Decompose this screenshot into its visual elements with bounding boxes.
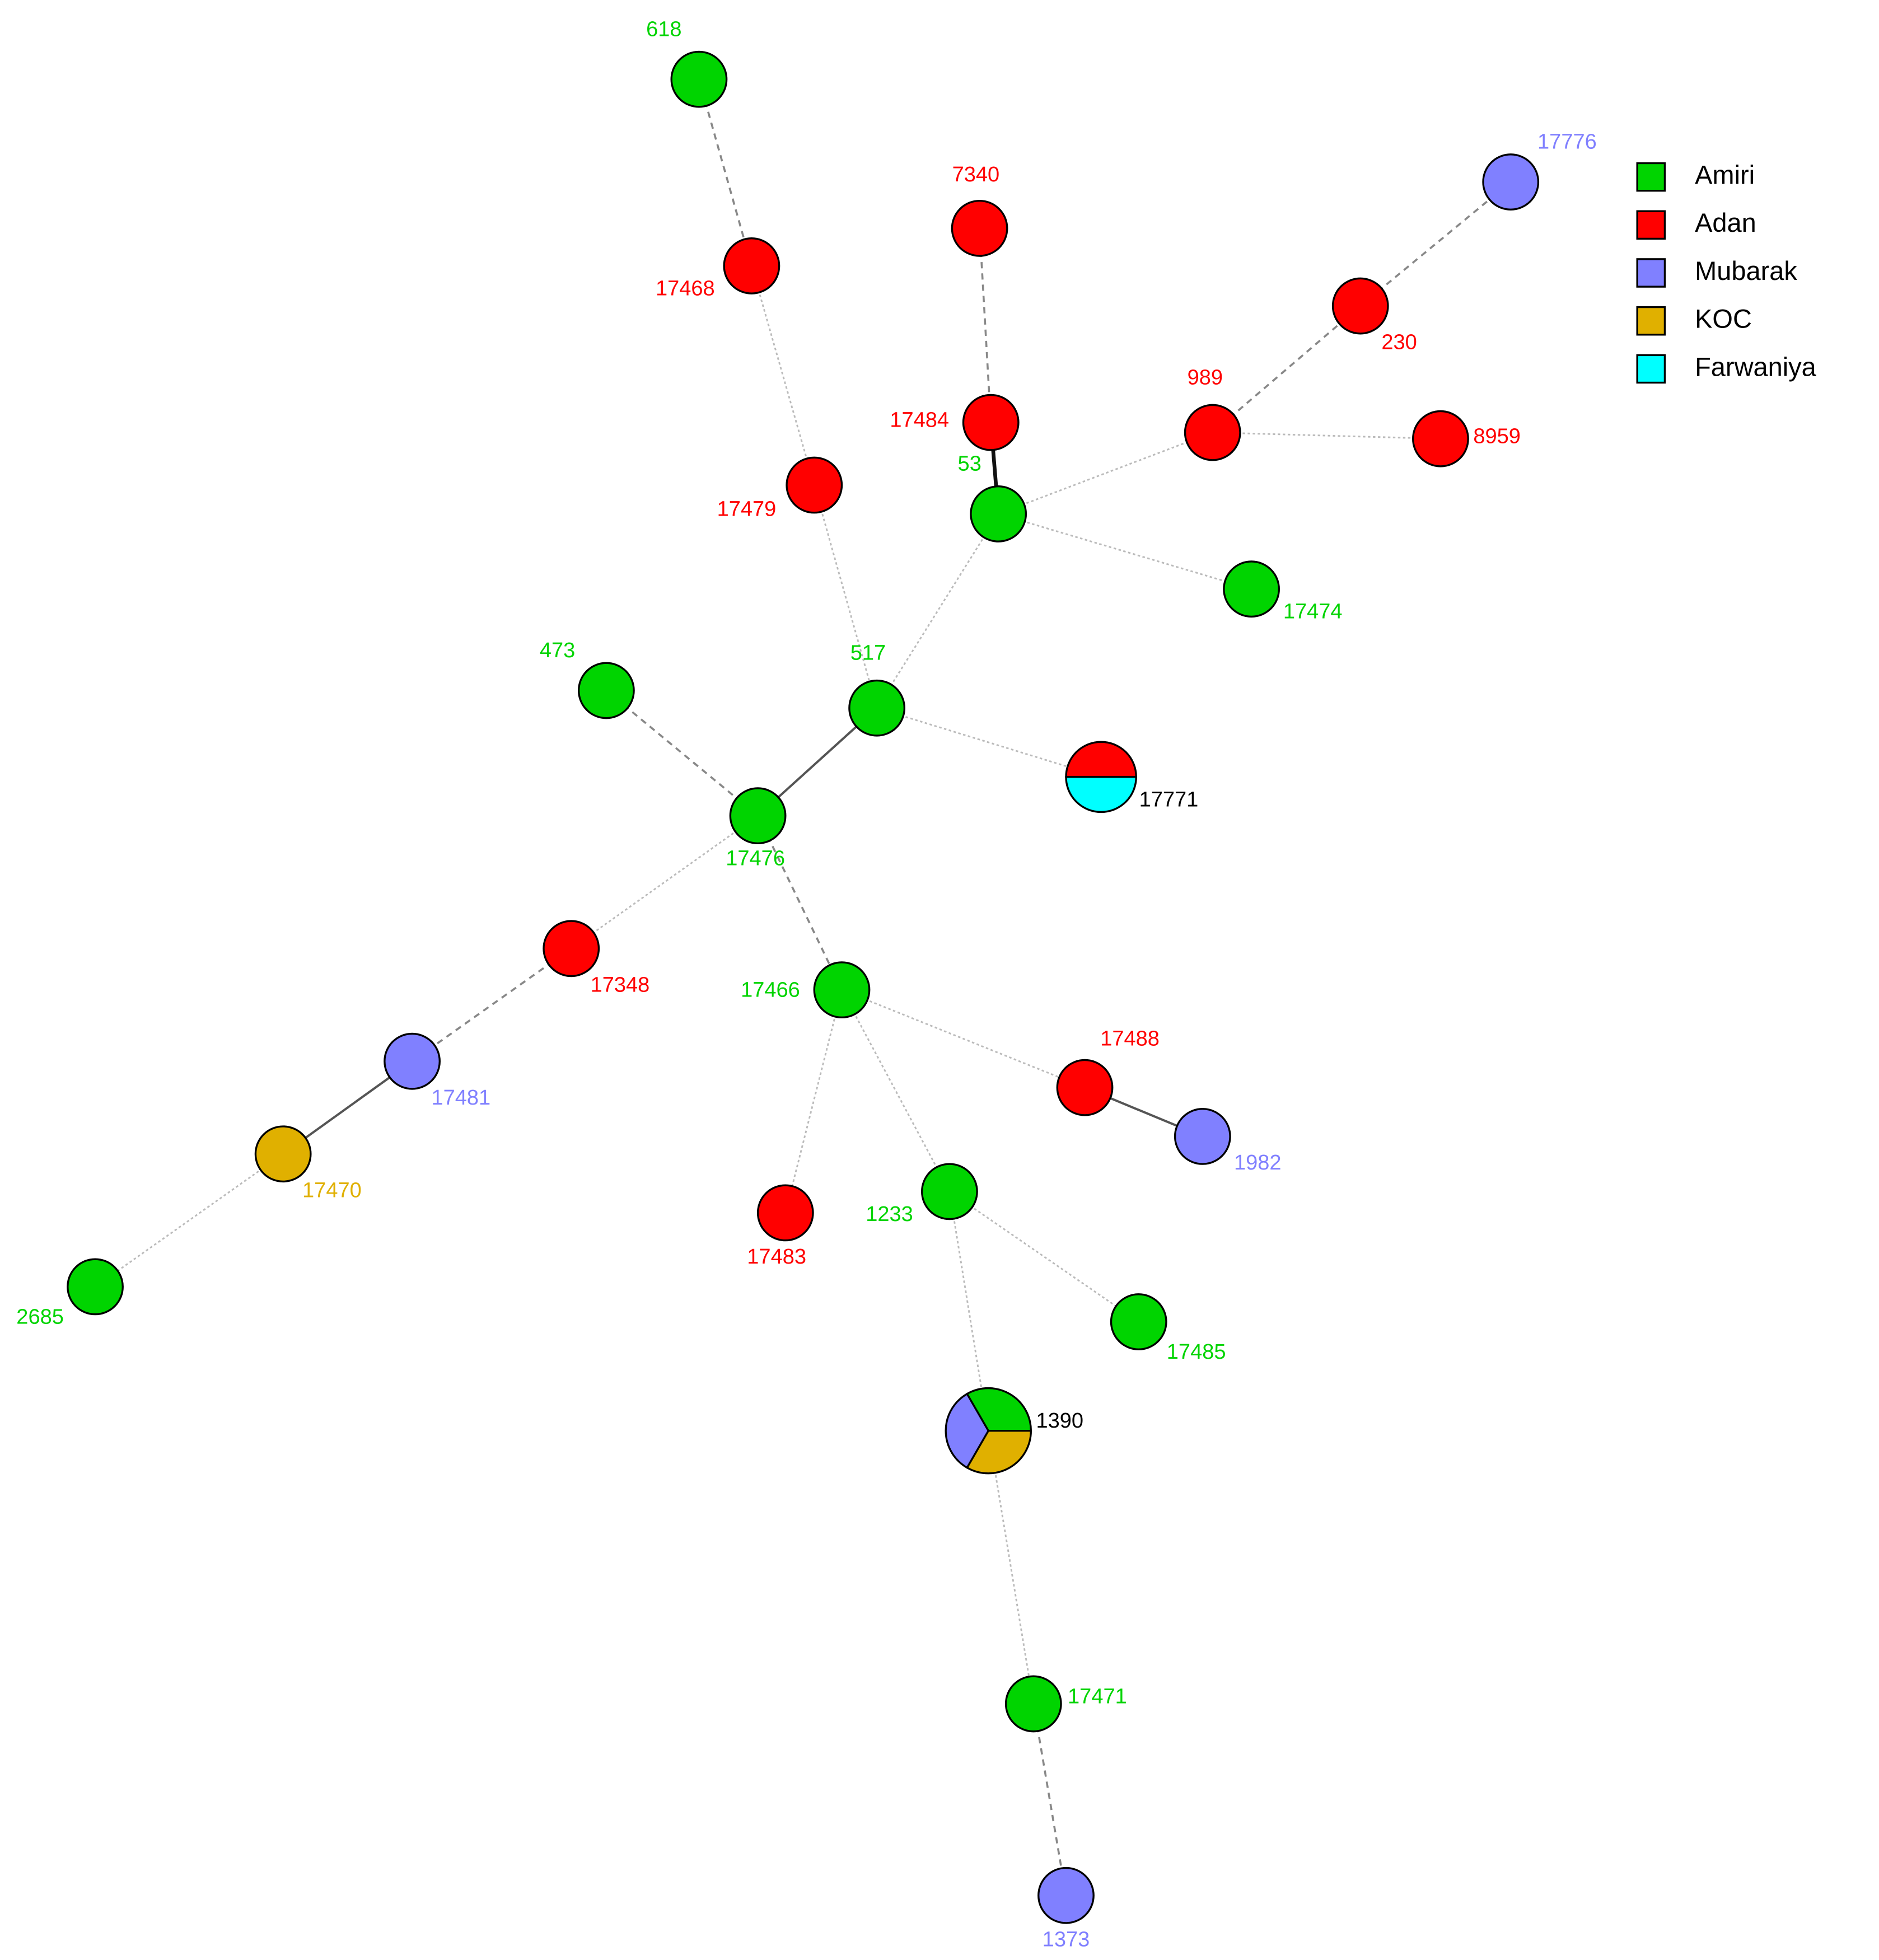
node-label: 17484 bbox=[890, 408, 949, 432]
node-label: 17488 bbox=[1100, 1027, 1160, 1051]
node-label: 1373 bbox=[1043, 1928, 1090, 1951]
node-label: 1390 bbox=[1036, 1409, 1083, 1433]
node-label: 17348 bbox=[591, 973, 650, 997]
legend-label: Amiri bbox=[1695, 160, 1755, 190]
node bbox=[1174, 1108, 1231, 1165]
node bbox=[756, 1184, 814, 1242]
node-label: 17776 bbox=[1537, 130, 1597, 154]
edge bbox=[1212, 432, 1441, 440]
node-label: 1233 bbox=[866, 1203, 913, 1226]
node-label: 473 bbox=[540, 639, 575, 662]
node bbox=[813, 961, 871, 1019]
node bbox=[951, 199, 1008, 257]
node bbox=[1184, 404, 1241, 461]
node-label: 17479 bbox=[717, 497, 777, 521]
node-label: 989 bbox=[1188, 366, 1223, 389]
node bbox=[1482, 153, 1540, 210]
node-label: 17471 bbox=[1068, 1685, 1127, 1708]
node bbox=[1223, 560, 1280, 618]
edge bbox=[751, 265, 815, 485]
node bbox=[384, 1032, 441, 1090]
edge bbox=[756, 815, 843, 990]
node-label: 17481 bbox=[431, 1086, 490, 1110]
node bbox=[577, 662, 635, 719]
edge bbox=[949, 1191, 1139, 1323]
node bbox=[1056, 1059, 1114, 1116]
node bbox=[962, 394, 1020, 451]
legend-swatch bbox=[1636, 210, 1666, 240]
node bbox=[729, 787, 787, 845]
node-label: 17476 bbox=[726, 847, 785, 871]
edge bbox=[412, 947, 572, 1063]
node bbox=[543, 920, 600, 977]
legend-label: KOC bbox=[1695, 304, 1752, 334]
node-slice bbox=[945, 1392, 990, 1469]
node bbox=[786, 456, 843, 514]
node bbox=[1412, 410, 1469, 467]
edge bbox=[571, 815, 759, 949]
node bbox=[1331, 277, 1389, 335]
edge bbox=[876, 707, 1102, 778]
node bbox=[67, 1258, 124, 1316]
edges bbox=[95, 79, 1512, 1896]
edge bbox=[698, 79, 753, 266]
edge bbox=[987, 1430, 1035, 1704]
legend-swatch bbox=[1636, 354, 1666, 384]
node bbox=[670, 50, 728, 108]
edge bbox=[95, 1153, 284, 1288]
edge bbox=[978, 228, 992, 423]
legend-swatch bbox=[1636, 162, 1666, 192]
edge bbox=[813, 485, 878, 709]
node-label: 17771 bbox=[1139, 788, 1199, 811]
node-label: 8959 bbox=[1473, 425, 1521, 448]
node-label: 17466 bbox=[741, 978, 800, 1002]
legend-label: Farwaniya bbox=[1695, 352, 1817, 381]
nodes: 618 17468 7340 17484 53 17479 989 230 17776 8959 1… bbox=[16, 17, 1596, 1951]
legend-swatch bbox=[1636, 258, 1666, 288]
legend-label: Mubarak bbox=[1695, 256, 1797, 286]
edge bbox=[998, 513, 1252, 590]
node bbox=[920, 1163, 978, 1220]
node bbox=[1004, 1675, 1062, 1733]
node-label: 230 bbox=[1381, 331, 1417, 354]
node bbox=[848, 679, 906, 737]
edge bbox=[998, 432, 1213, 515]
legend: Amiri Adan Mubarak KOC Farwaniya bbox=[1636, 160, 1817, 384]
node-label: 17474 bbox=[1283, 600, 1343, 624]
edge bbox=[841, 989, 1086, 1088]
node bbox=[723, 237, 780, 294]
node-label: 17485 bbox=[1167, 1340, 1226, 1364]
node bbox=[1110, 1293, 1167, 1350]
edge bbox=[1032, 1704, 1067, 1896]
edge bbox=[1212, 305, 1361, 433]
node-label: 2685 bbox=[16, 1305, 64, 1329]
legend-label: Adan bbox=[1695, 208, 1756, 237]
node bbox=[254, 1125, 312, 1183]
node bbox=[1037, 1867, 1095, 1924]
edge bbox=[841, 989, 951, 1192]
node-label: 17468 bbox=[656, 277, 715, 301]
node-slice bbox=[1065, 741, 1137, 778]
node-label: 1982 bbox=[1234, 1151, 1282, 1175]
edge bbox=[876, 513, 999, 709]
node-slice bbox=[1065, 776, 1137, 813]
node-label: 517 bbox=[850, 642, 886, 665]
node-label: 53 bbox=[958, 452, 981, 476]
edge bbox=[1359, 181, 1512, 307]
node-label: 17483 bbox=[747, 1245, 806, 1269]
node-label: 7340 bbox=[952, 163, 1000, 186]
edge bbox=[605, 690, 759, 817]
node bbox=[970, 485, 1027, 542]
edge bbox=[784, 989, 843, 1213]
legend-swatch bbox=[1636, 306, 1666, 336]
node-label: 17470 bbox=[302, 1178, 362, 1202]
node-label: 618 bbox=[646, 17, 681, 41]
